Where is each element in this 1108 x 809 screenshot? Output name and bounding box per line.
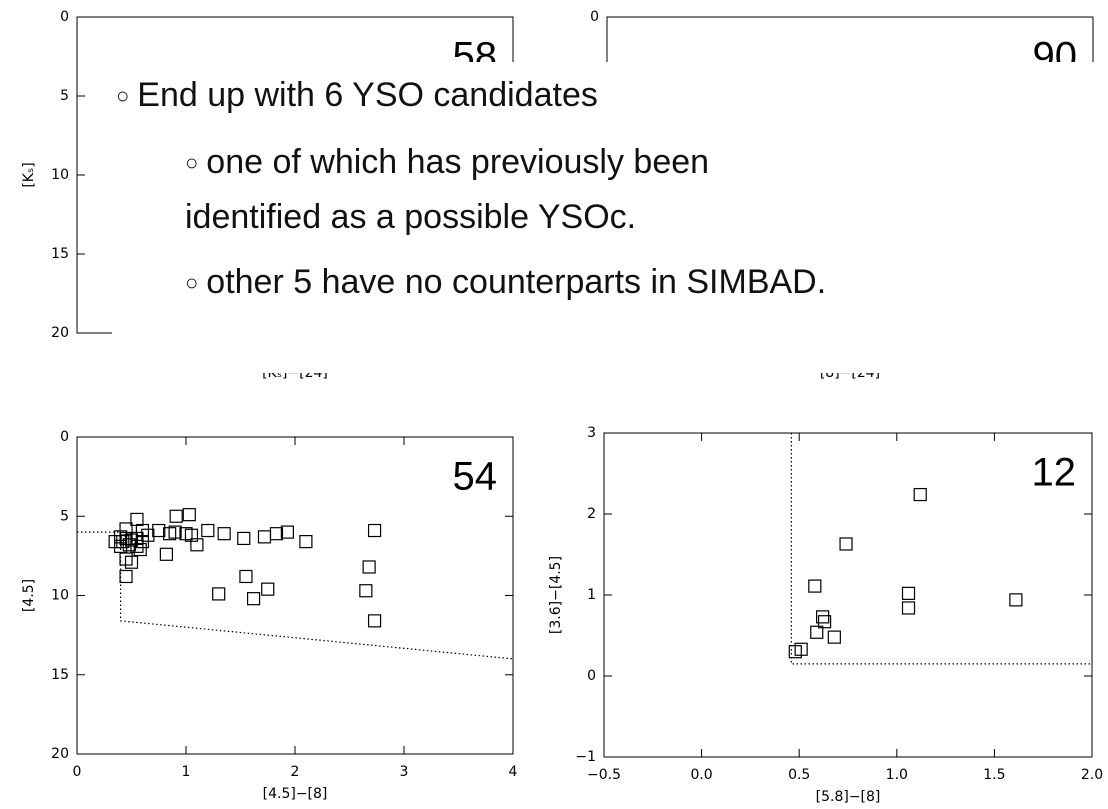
point	[141, 528, 155, 542]
point	[201, 523, 215, 538]
point	[794, 642, 808, 656]
point	[257, 530, 272, 544]
y-tick-label: 10	[51, 167, 69, 183]
y-tick-label: 0	[60, 429, 69, 445]
bullet: other 5 have no counterparts in SIMBAD.	[185, 255, 826, 310]
x-tick-label: 0.0	[690, 767, 712, 783]
point	[124, 555, 139, 569]
point	[122, 538, 136, 552]
x-axis-label: [5.8]−[8]	[816, 789, 881, 805]
plot-frame	[603, 432, 1093, 758]
y-tick-label: 20	[51, 325, 69, 341]
point	[901, 601, 916, 615]
selection-line	[790, 433, 1092, 665]
point	[152, 523, 166, 538]
point	[182, 508, 196, 522]
point	[367, 614, 382, 628]
point	[901, 586, 916, 600]
annotation: 12	[1032, 451, 1077, 495]
point	[280, 525, 294, 539]
y-tick-label: 0	[590, 9, 599, 25]
point	[168, 525, 182, 539]
annotation: 54	[453, 455, 498, 499]
point	[169, 509, 183, 523]
y-tick-label: 15	[51, 246, 69, 262]
y-axis-label: [4.5]	[21, 579, 37, 612]
x-tick-label: 1.5	[983, 767, 1005, 783]
text-box: End up with 6 YSO candidates one of whic…	[112, 62, 1108, 373]
y-tick-label: 0	[60, 9, 69, 25]
point	[190, 538, 204, 552]
point	[130, 512, 144, 527]
y-tick-label: 20	[51, 746, 69, 762]
plot-frame	[76, 436, 514, 755]
y-tick-label: 0	[587, 668, 596, 684]
point	[119, 569, 133, 584]
point	[810, 625, 824, 639]
point	[827, 630, 841, 644]
point	[108, 535, 122, 549]
x-tick-label: 4	[509, 764, 518, 780]
x-tick-label: 3	[400, 764, 409, 780]
point	[839, 537, 853, 551]
bullet: End up with 6 YSO candidates	[116, 68, 598, 123]
point	[159, 547, 173, 561]
y-tick-label: 5	[60, 508, 69, 524]
point	[367, 523, 382, 538]
point	[808, 579, 822, 593]
point	[362, 560, 376, 574]
point	[269, 527, 284, 541]
point	[217, 527, 231, 541]
x-tick-label: 1.0	[886, 767, 908, 783]
y-tick-label: 3	[587, 425, 596, 441]
x-tick-label: −0.5	[587, 767, 621, 783]
point	[816, 610, 830, 624]
point	[1009, 593, 1023, 607]
y-tick-label: 1	[587, 587, 596, 603]
x-tick-label: 2	[291, 764, 300, 780]
y-tick-label: 10	[51, 588, 69, 604]
y-tick-label: 15	[51, 667, 69, 683]
point	[817, 615, 832, 629]
y-tick-label: 2	[587, 506, 596, 522]
y-tick-label: −1	[575, 749, 596, 765]
point	[237, 531, 251, 546]
point	[261, 582, 275, 596]
point	[130, 539, 144, 553]
y-axis-label: [3.6]−[4.5]	[548, 556, 564, 634]
x-axis-label: [4.5]−[8]	[263, 786, 328, 802]
x-tick-label: 2.0	[1081, 767, 1103, 783]
point	[246, 592, 261, 606]
x-tick-label: 1	[182, 764, 191, 780]
point	[299, 535, 313, 549]
bullet: one of which has previously been identif…	[185, 135, 805, 244]
y-axis-label: [Kₛ]	[21, 162, 37, 187]
x-tick-label: 0	[73, 764, 82, 780]
selection-line	[77, 531, 514, 660]
point	[239, 569, 253, 584]
point	[359, 584, 373, 598]
y-tick-label: 5	[60, 88, 69, 104]
point	[133, 542, 147, 557]
point	[913, 487, 927, 502]
point	[212, 587, 226, 601]
x-tick-label: 0.5	[788, 767, 810, 783]
